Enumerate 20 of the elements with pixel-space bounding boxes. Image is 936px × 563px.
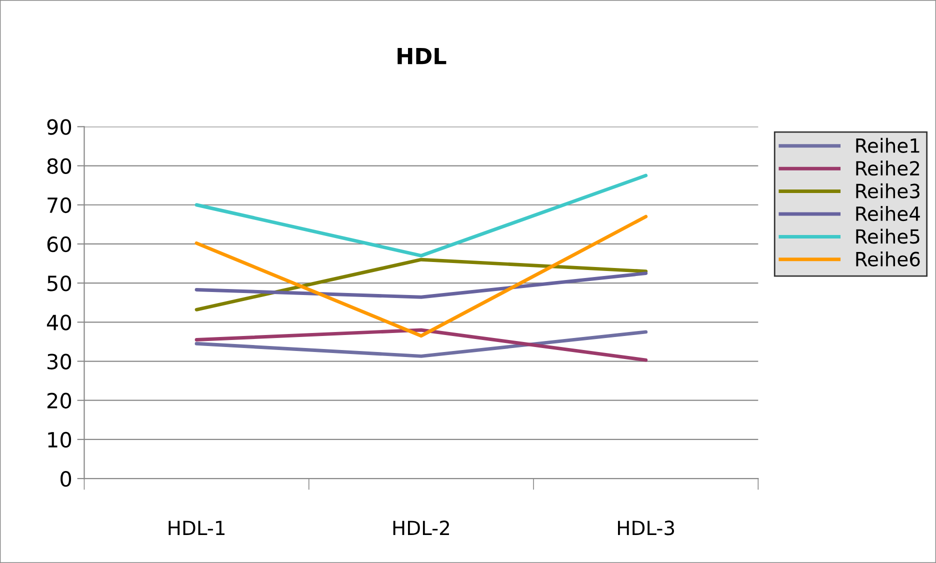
x-tick-label: HDL-2 [393, 520, 449, 535]
chart-title: HDL [398, 48, 446, 64]
y-tick-label: 50 [48, 276, 72, 292]
y-tick-label: 30 [48, 354, 72, 370]
legend-label: Reihe6 [856, 251, 920, 266]
x-tick-label: HDL-1 [168, 520, 224, 535]
legend-label: Reihe1 [856, 138, 920, 153]
legend-label: Reihe4 [856, 206, 920, 222]
x-tick-label: HDL-3 [618, 520, 674, 536]
y-tick-label: 40 [46, 314, 72, 330]
legend-label: Reihe2 [856, 160, 920, 176]
y-tick-label: 70 [48, 197, 72, 214]
y-tick-label: 10 [48, 432, 72, 448]
y-tick-label: 90 [47, 119, 72, 135]
legend-label: Reihe3 [856, 183, 920, 198]
y-tick-label: 60 [47, 236, 72, 252]
y-tick-label: 80 [47, 158, 72, 174]
y-tick-label: 0 [60, 471, 72, 487]
legend-label: Reihe5 [856, 228, 920, 244]
y-tick-label: 20 [47, 392, 72, 409]
